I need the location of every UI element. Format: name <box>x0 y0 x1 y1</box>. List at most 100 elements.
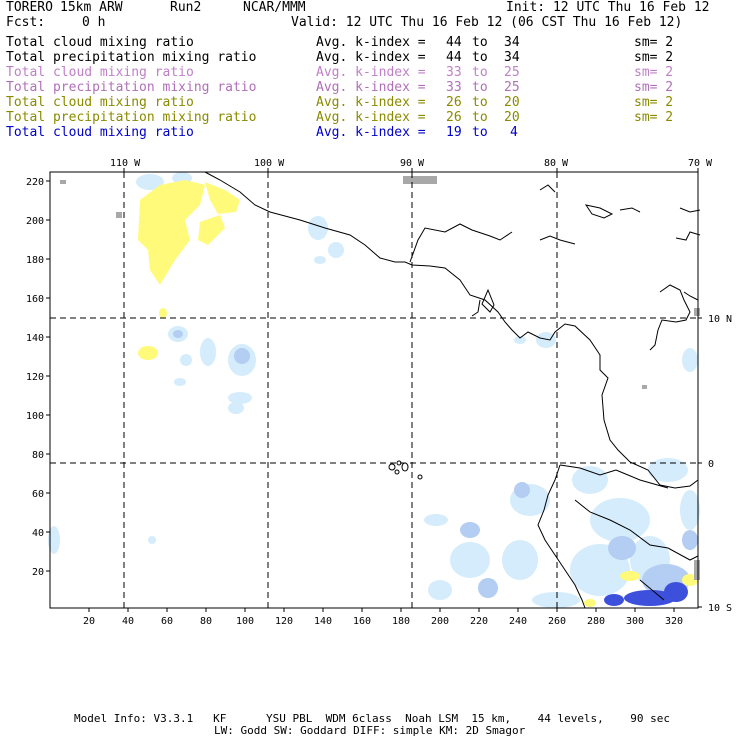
lat-label: 10 N <box>708 314 732 325</box>
legend-row: Total precipitation mixing ratio Avg. k-… <box>0 81 740 96</box>
lon-label: 110 W <box>110 158 141 169</box>
legend-k1: 26 <box>446 95 462 110</box>
valid-time: Valid: 12 UTC Thu 16 Feb 12 (06 CST Thu … <box>291 15 683 30</box>
legend-row: Total cloud mixing ratio Avg. k-index = … <box>0 66 740 81</box>
x-tick-label: 200 <box>431 616 449 627</box>
y-tick-label: 20 <box>32 567 44 578</box>
gray-patches <box>60 176 700 580</box>
top-lon-ticks <box>123 168 699 172</box>
legend-field-name: Total cloud mixing ratio <box>6 65 194 80</box>
legend-sm: sm= 2 <box>634 65 674 80</box>
x-tick-label: 20 <box>83 616 95 627</box>
x-tick-label: 120 <box>275 616 293 627</box>
y-tick-label: 40 <box>32 528 44 539</box>
fcst-value: 0 h <box>82 15 106 30</box>
y-tick-label: 100 <box>26 411 44 422</box>
x-tick-label: 180 <box>392 616 410 627</box>
legend-sm: sm= 2 <box>634 35 674 50</box>
legend-to: to <box>472 95 488 110</box>
y-tick-label: 60 <box>32 489 44 500</box>
fcst-label: Fcst: <box>6 15 46 30</box>
model-name: TORERO <box>6 0 53 15</box>
legend-sm: sm= 2 <box>634 95 674 110</box>
right-lat-ticks <box>698 317 702 608</box>
legend-k2: 4 <box>510 125 518 140</box>
legend-field-name: Total precipitation mixing ratio <box>6 110 257 125</box>
legend-kindex-label: Avg. k-index = <box>316 35 426 50</box>
x-tick-label: 260 <box>548 616 566 627</box>
legend-sm: sm= 2 <box>634 50 674 65</box>
legend-row: Total precipitation mixing ratio Avg. k-… <box>0 51 740 66</box>
legend-field-name: Total precipitation mixing ratio <box>6 80 257 95</box>
legend-field-name: Total precipitation mixing ratio <box>6 50 257 65</box>
legend-k1: 44 <box>446 35 462 50</box>
x-tick-label: 220 <box>470 616 488 627</box>
legend-kindex-label: Avg. k-index = <box>316 110 426 125</box>
legend-field-name: Total cloud mixing ratio <box>6 35 194 50</box>
legend-to: to <box>472 35 488 50</box>
x-tick-label: 160 <box>353 616 371 627</box>
cloud-dark-blue <box>604 582 688 606</box>
lon-label: 70 W <box>688 158 713 169</box>
legend-to: to <box>472 110 488 125</box>
legend-k1: 26 <box>446 110 462 125</box>
legend-k2: 20 <box>504 95 520 110</box>
lon-label: 90 W <box>400 158 425 169</box>
legend-field-name: Total cloud mixing ratio <box>6 95 194 110</box>
legend-k1: 33 <box>446 80 462 95</box>
legend-field-name: Total cloud mixing ratio <box>6 125 194 140</box>
legend-to: to <box>472 65 488 80</box>
x-tick-label: 40 <box>122 616 134 627</box>
legend-k1: 19 <box>446 125 462 140</box>
legend-to: to <box>472 50 488 65</box>
lat-label: 10 S <box>708 603 732 614</box>
x-tick-label: 60 <box>161 616 173 627</box>
precip-yellow <box>138 180 698 607</box>
bottom-x-ticks <box>88 608 675 612</box>
legend-kindex-label: Avg. k-index = <box>316 50 426 65</box>
coastlines <box>204 171 701 609</box>
legend-to: to <box>472 125 488 140</box>
y-tick-label: 140 <box>26 333 44 344</box>
legend-row: Total cloud mixing ratio Avg. k-index = … <box>0 126 740 141</box>
model-resolution: 15km ARW <box>60 0 123 15</box>
legend-sm: sm= 2 <box>634 110 674 125</box>
legend-row: Total cloud mixing ratio Avg. k-index = … <box>0 96 740 111</box>
model-info-line1: Model Info: V3.3.1 KF YSU PBL WDM 6class… <box>74 712 671 725</box>
org-label: NCAR/MMM <box>243 0 306 15</box>
legend-k1: 33 <box>446 65 462 80</box>
model-info-line2: LW: Godd SW: Goddard DIFF: simple KM: 2D… <box>214 724 526 737</box>
legend-kindex-label: Avg. k-index = <box>316 125 426 140</box>
legend-kindex-label: Avg. k-index = <box>316 95 426 110</box>
legend-k1: 44 <box>446 50 462 65</box>
map-frame <box>49 171 699 609</box>
x-tick-label: 100 <box>236 616 254 627</box>
x-tick-label: 240 <box>509 616 527 627</box>
x-tick-label: 80 <box>200 616 212 627</box>
x-tick-label: 140 <box>314 616 332 627</box>
x-tick-label: 300 <box>626 616 644 627</box>
legend-k2: 25 <box>504 65 520 80</box>
x-tick-label: 280 <box>587 616 605 627</box>
legend-k2: 34 <box>504 35 520 50</box>
legend-row: Total precipitation mixing ratio Avg. k-… <box>0 111 740 126</box>
legend-kindex-label: Avg. k-index = <box>316 65 426 80</box>
legend-to: to <box>472 80 488 95</box>
lon-label: 100 W <box>254 158 285 169</box>
y-tick-label: 220 <box>26 177 44 188</box>
y-tick-label: 120 <box>26 372 44 383</box>
legend-k2: 34 <box>504 50 520 65</box>
legend-k2: 25 <box>504 80 520 95</box>
grid-lines <box>50 172 698 608</box>
x-tick-label: 320 <box>665 616 683 627</box>
y-tick-label: 160 <box>26 294 44 305</box>
y-tick-label: 80 <box>32 450 44 461</box>
legend-kindex-label: Avg. k-index = <box>316 80 426 95</box>
run-label: Run2 <box>170 0 202 15</box>
left-y-ticks <box>46 180 50 572</box>
legend-sm: sm= 2 <box>634 80 674 95</box>
init-time: Init: 12 UTC Thu 16 Feb 12 <box>506 0 710 15</box>
y-tick-label: 200 <box>26 216 44 227</box>
legend-row: Total cloud mixing ratio Avg. k-index = … <box>0 36 740 51</box>
